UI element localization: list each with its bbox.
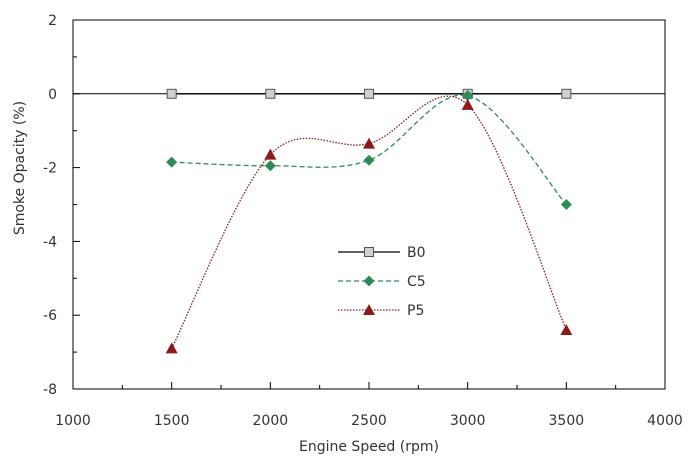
data-point-p5 <box>264 148 277 160</box>
x-tick-label: 1000 <box>55 413 91 429</box>
legend-marker-p5 <box>363 304 375 315</box>
series-c5 <box>166 90 572 210</box>
x-axis-title: Engine Speed (rpm) <box>299 439 439 455</box>
plot-area-frame <box>72 19 666 390</box>
x-tick-label: 3000 <box>450 413 486 429</box>
y-tick-label: -2 <box>43 161 57 177</box>
data-point-c5 <box>166 156 178 168</box>
x-tick-label: 4000 <box>647 413 683 429</box>
legend-marker-b0 <box>364 247 374 257</box>
x-tick-label: 2000 <box>253 413 289 429</box>
x-tick-label: 1500 <box>154 413 190 429</box>
x-tick-label: 3500 <box>549 413 585 429</box>
legend-item-b0: B0 <box>338 245 426 261</box>
series-line-c5 <box>171 94 567 205</box>
y-tick-label: -6 <box>43 308 57 324</box>
series-p5 <box>165 95 573 354</box>
data-point-c5 <box>363 154 375 166</box>
x-tick-label: 2500 <box>351 413 387 429</box>
legend-item-c5: C5 <box>338 274 426 290</box>
data-point-p5 <box>165 342 178 354</box>
series-b0 <box>166 88 572 99</box>
data-point-p5 <box>363 137 375 149</box>
data-point-c5 <box>560 199 572 210</box>
legend-label-b0: B0 <box>407 245 426 261</box>
y-tick-label: -8 <box>43 382 57 398</box>
data-point-b0 <box>364 88 374 99</box>
data-point-c5 <box>264 160 276 172</box>
data-point-b0 <box>265 88 276 99</box>
legend-label-c5: C5 <box>407 274 426 290</box>
y-tick-label: -4 <box>43 234 57 250</box>
data-point-b0 <box>561 88 572 99</box>
data-point-p5 <box>461 98 474 110</box>
data-point-b0 <box>166 88 177 99</box>
data-point-c5 <box>462 90 474 102</box>
y-axis-title: Smoke Opacity (%) <box>12 101 28 235</box>
data-point-p5 <box>560 323 573 335</box>
y-tick-label: 0 <box>48 87 57 103</box>
y-tick-label: 2 <box>48 13 57 29</box>
legend-item-p5: P5 <box>338 303 424 319</box>
legend-label-p5: P5 <box>407 303 424 319</box>
legend-marker-c5 <box>363 275 375 287</box>
